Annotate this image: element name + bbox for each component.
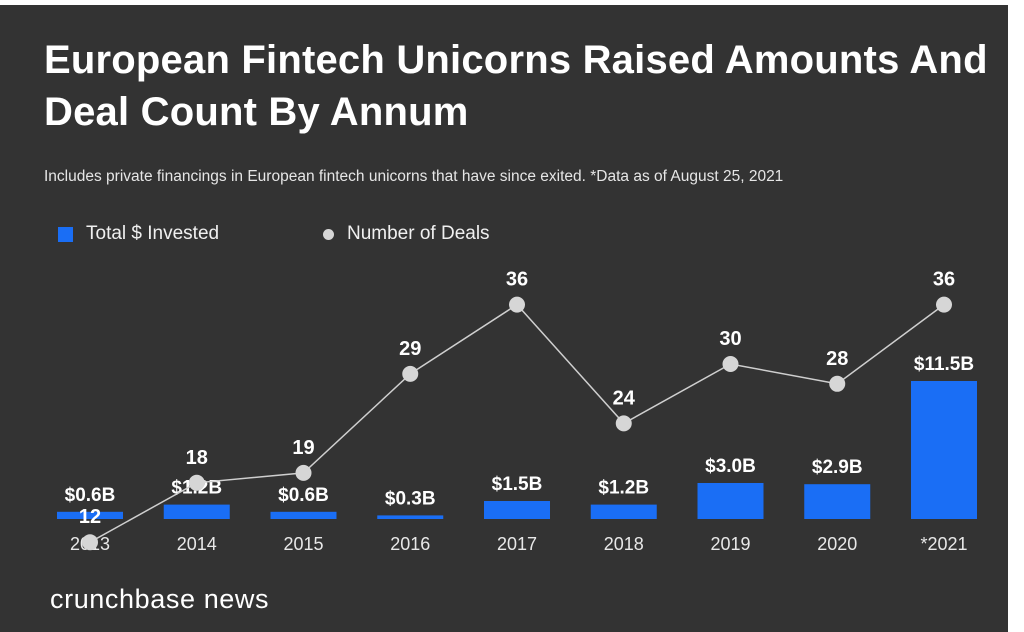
legend-item-invested: Total $ Invested [58, 221, 219, 247]
deal-value-label: 36 [933, 269, 955, 291]
deal-point [188, 474, 205, 491]
bar-invested [590, 504, 657, 519]
legend-label-deals: Number of Deals [347, 223, 490, 244]
bar-invested [911, 381, 977, 519]
bar-invested [697, 483, 764, 519]
x-tick-label: 2019 [710, 534, 750, 554]
bar-invested [270, 511, 337, 519]
bar-value-label: $0.3B [385, 488, 436, 509]
x-tick-label: 2016 [390, 534, 430, 554]
right-border [1008, 0, 1024, 632]
legend-dot-swatch [323, 228, 334, 240]
bar-value-label: $2.9B [812, 457, 863, 478]
legend-label-invested: Total $ Invested [86, 223, 220, 244]
deal-value-label: 28 [826, 348, 848, 370]
legend-bar-swatch [58, 226, 73, 242]
crunchbase-news-logo: crunchbase news [50, 584, 270, 614]
bar-invested [484, 501, 550, 519]
deal-point [722, 356, 739, 372]
x-tick-label: 2018 [604, 534, 644, 554]
deal-point [295, 464, 312, 481]
chart-legend: Total $ Invested Number of Deals [0, 221, 1024, 247]
deal-value-label: 24 [613, 387, 636, 409]
chart-title: European Fintech Unicorns Raised Amounts… [44, 38, 988, 134]
deal-value-label: 19 [292, 437, 314, 459]
deal-value-label: 30 [719, 328, 741, 350]
x-tick-label: 2014 [177, 534, 217, 554]
bar-invested [57, 511, 123, 519]
deal-point [402, 365, 419, 382]
bar-invested [377, 515, 444, 519]
x-tick-label: 2020 [817, 534, 857, 554]
deal-value-label: 36 [506, 269, 528, 291]
deal-value-label: 18 [186, 447, 208, 469]
deal-point [829, 375, 846, 392]
bar-value-label: $1.5B [492, 474, 543, 495]
bar-invested [804, 484, 871, 519]
deal-point [615, 415, 632, 432]
chart-subtitle: Includes private financings in European … [44, 168, 784, 185]
deal-value-label: 12 [79, 506, 101, 528]
bar-value-label: $3.0B [705, 456, 756, 477]
bar-value-label: $0.6B [278, 485, 329, 506]
x-tick-label: *2021 [920, 534, 967, 554]
bar-value-label: $0.6B [65, 485, 116, 506]
deal-point [936, 296, 952, 313]
bar-value-label: $1.2B [598, 478, 649, 499]
deal-point [82, 534, 98, 551]
x-tick-label: 2017 [497, 534, 537, 554]
deal-value-label: 29 [399, 338, 421, 360]
bar-value-label: $11.5B [914, 354, 974, 375]
legend-item-deals: Number of Deals [323, 221, 490, 247]
x-tick-label: 2015 [283, 534, 323, 554]
bar-invested [163, 504, 230, 519]
deal-point [509, 296, 525, 313]
top-border [0, 0, 1024, 5]
